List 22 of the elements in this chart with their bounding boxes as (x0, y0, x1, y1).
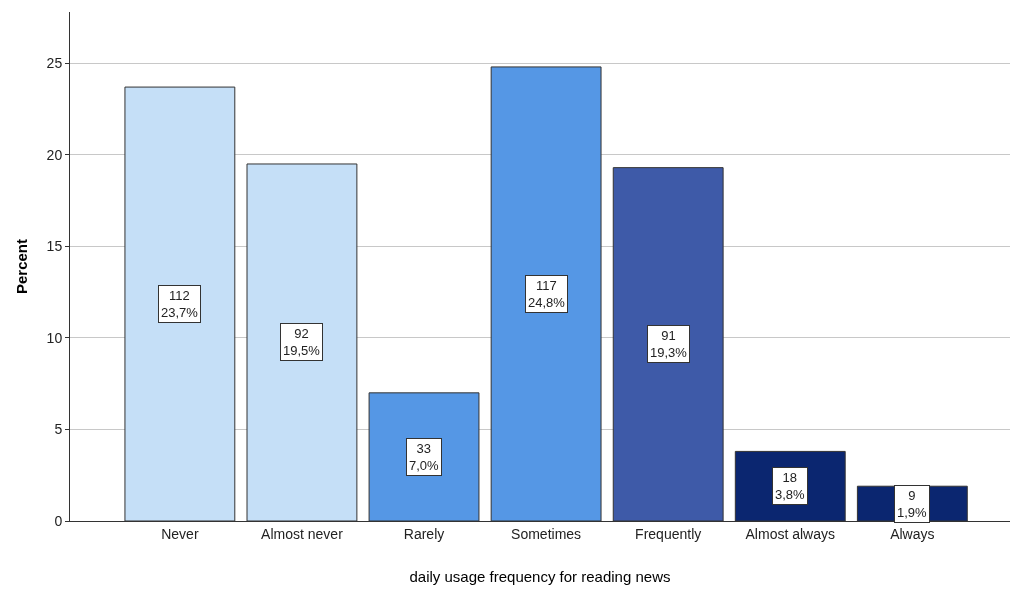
x-tick-label: Always (890, 525, 935, 542)
x-tick-label: Almost always (745, 525, 835, 542)
data-label: 112 23,7% (161, 288, 199, 320)
data-label: 92 19,5% (283, 326, 321, 358)
data-label: 33 7,0% (409, 441, 440, 473)
y-tick-label: 25 (46, 55, 63, 72)
y-tick-label: 15 (46, 238, 63, 255)
x-tick-label: Never (161, 525, 199, 542)
x-tick-label: Sometimes (511, 525, 582, 542)
data-label: 18 3,8% (775, 470, 806, 502)
y-tick-label: 10 (46, 329, 63, 346)
data-label: 9 1,9% (897, 488, 928, 520)
y-tick-label: 5 (54, 421, 63, 438)
data-label: 91 19,3% (650, 328, 688, 360)
x-tick-label: Almost never (261, 525, 344, 542)
data-label: 117 24,8% (528, 278, 566, 310)
x-tick-label: Rarely (403, 525, 445, 542)
y-axis-title: Percent (12, 238, 30, 295)
x-tick-label: Frequently (635, 525, 702, 542)
y-tick-label: 20 (46, 146, 63, 163)
x-axis-title: daily usage frequency for reading news (409, 567, 671, 585)
y-tick-label: 0 (54, 512, 63, 529)
